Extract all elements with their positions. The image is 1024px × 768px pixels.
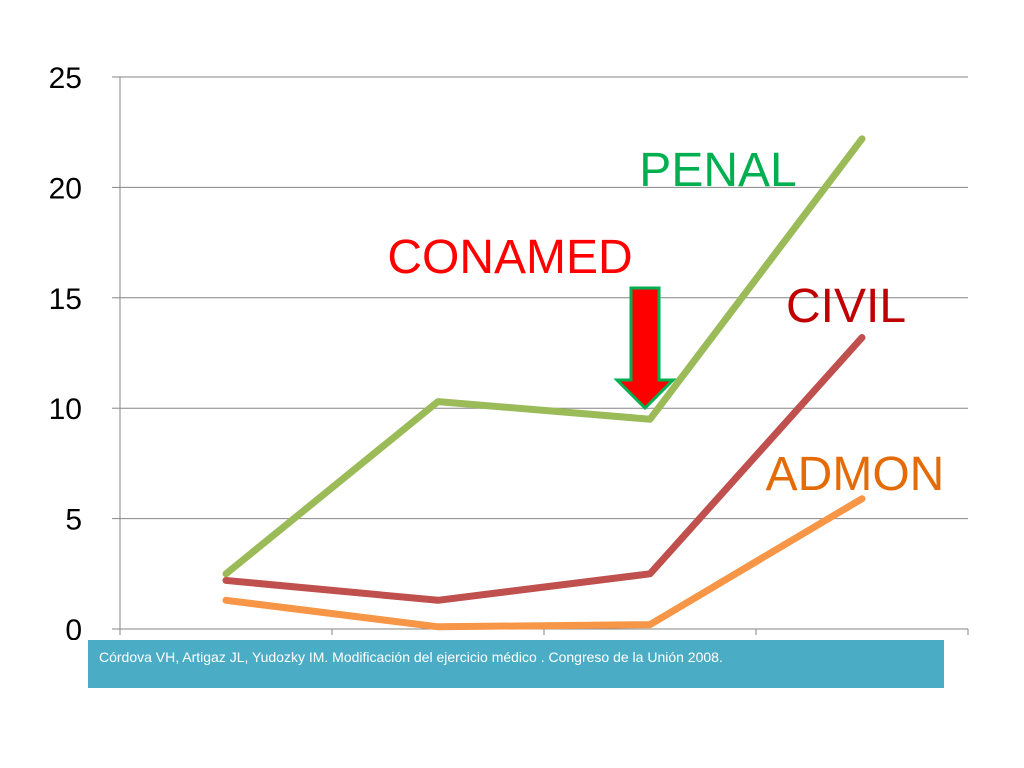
series-labels: PENAL CIVIL ADMON [639,144,944,501]
annotations: CONAMED [387,231,677,411]
y-tick-label: 20 [49,172,82,205]
series-label-civil: CIVIL [786,280,906,333]
series-label-penal: PENAL [639,144,796,197]
series-lines [222,135,866,631]
y-tick-label: 5 [65,504,82,537]
series-label-admon: ADMON [766,448,945,501]
down-arrow-icon [613,286,677,411]
annotation-label-conamed: CONAMED [387,231,632,284]
y-tick-label: 0 [65,614,82,640]
y-tick-labels: 0 5 10 15 20 25 [49,62,82,640]
citation-caption: Córdova VH, Artigaz JL, Yudozky IM. Modi… [88,640,944,688]
y-tick-label: 10 [49,393,82,426]
series-line-penal [222,135,866,578]
y-tick-label: 25 [49,62,82,95]
series-line-admon [222,495,866,631]
series-line-civil [222,334,866,604]
y-tick-label: 15 [49,283,82,316]
line-chart: 0 5 10 15 20 25 PENAL CIVIL ADMON CONAMED [49,62,969,640]
axes [112,76,969,635]
